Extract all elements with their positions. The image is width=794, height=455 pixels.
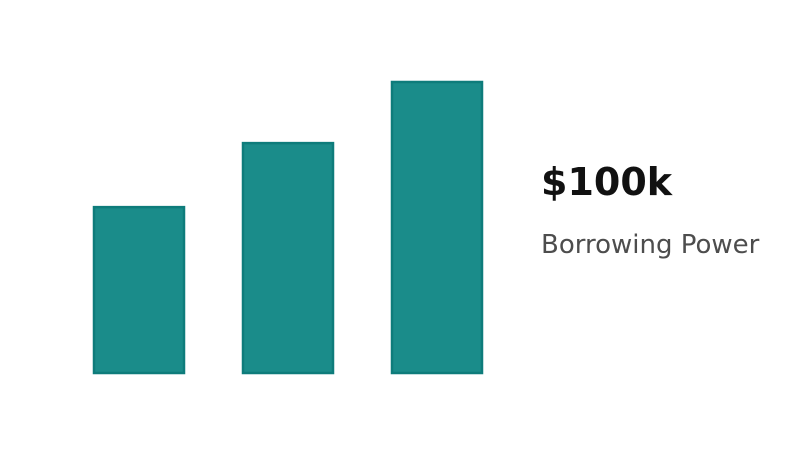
bar-series bbox=[92, 80, 484, 375]
bar-3 bbox=[390, 80, 484, 375]
bar-2 bbox=[241, 141, 335, 375]
borrowing-power-value: $100k bbox=[541, 160, 673, 204]
borrowing-power-label: Borrowing Power bbox=[541, 230, 760, 260]
bar-1 bbox=[92, 205, 186, 375]
